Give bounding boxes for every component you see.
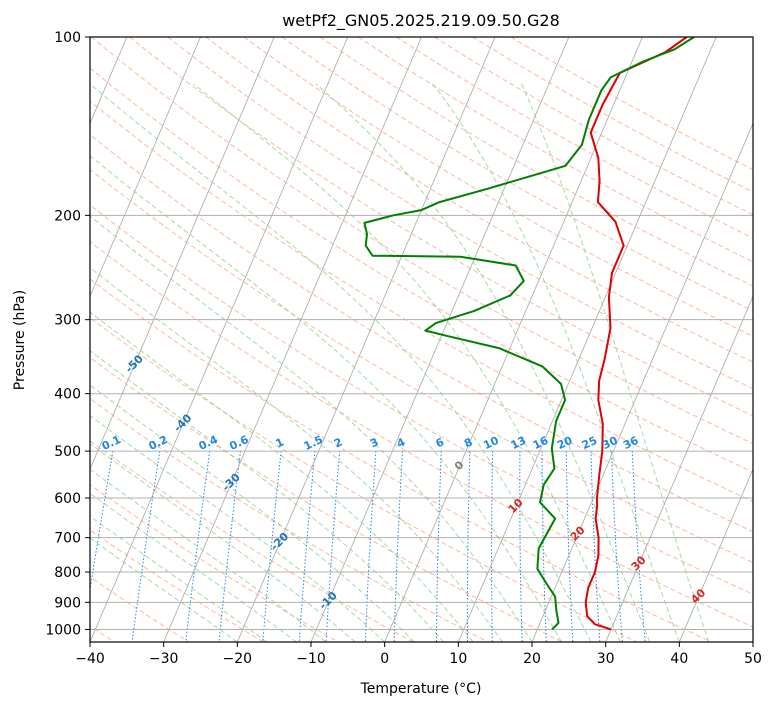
mixing-ratio-line [298,451,316,642]
y-tick-label: 400 [54,387,81,403]
x-tick-label: 50 [744,651,762,667]
isotherm-line [310,37,570,642]
mixing-ratio-line [131,451,161,642]
moist-adiabat-line [90,155,562,642]
y-tick-label: 600 [54,491,81,507]
moist-adiabat-line [193,83,621,642]
mixing-ratio-line [435,451,442,642]
moist-adiabat-line [521,83,710,642]
dry-adiabat-line [90,397,488,642]
x-tick-label: 10 [449,651,467,667]
mixing-ratio-line [590,451,601,642]
moist-adiabats [90,83,710,642]
mixing-ratio-line [262,451,282,642]
dry-adiabat-line [90,356,563,642]
mixing-ratio-line [325,451,341,642]
x-tick-label: −20 [223,651,253,667]
temperature-line [584,37,688,631]
plot-frame [89,36,754,643]
isotherm-line [163,37,422,642]
mixing-ratio-line [611,451,623,642]
isotherm-line [90,37,275,471]
isotherm-line [90,37,201,298]
mixing-ratio-line [466,451,471,642]
isotherm-line [678,467,753,642]
x-tick-label: −30 [149,651,179,667]
dry-adiabat-line [90,100,753,503]
mixing-ratio-label: 30 [600,434,620,452]
dry-adiabat-line [167,37,753,390]
mixing-ratio-label: 36 [621,434,641,452]
isobar-grid [90,37,753,630]
moist-adiabat-line [90,442,356,642]
x-axis-ticks: −40 −30 −20 −10 0 10 20 30 40 50 [75,642,762,667]
dry-adiabat-line [90,529,264,642]
mixing-ratio-label: 20 [555,434,575,452]
skewed-isotherm-grid [90,37,753,642]
isotherm-line [752,640,753,642]
mixing-ratio-line [218,451,241,642]
dry-adiabat-line [205,37,753,363]
isotherm-line [457,37,717,642]
dry-adiabat-line [90,278,712,642]
y-tick-label: 900 [54,595,81,611]
isotherm-line [90,37,349,642]
dry-adiabat-line [90,241,753,628]
moist-adiabat-line [315,83,651,642]
dry-adiabat-line [90,317,638,642]
x-tick-label: 30 [597,651,615,667]
mixing-ratio-line [364,451,377,642]
moist-adiabat-line [90,350,444,642]
moist-adiabat-line [90,384,415,642]
mixing-ratio-line [393,451,403,642]
moist-adiabat-line [90,468,327,642]
moist-adiabat-line [90,215,533,642]
y-tick-label: 700 [54,531,81,547]
dry-adiabat-line [90,204,753,595]
x-tick-label: 0 [380,651,389,667]
isotherm-line [531,122,753,642]
y-tick-label: 300 [54,313,81,329]
mixing-ratio-line [185,451,211,642]
moist-adiabat-line [90,415,386,642]
x-axis-label: Temperature (°C) [360,681,482,697]
dry-adiabat-line [319,37,753,287]
plot-background [90,37,753,642]
y-axis-ticks: 100 200 300 400 500 600 700 800 900 1000 [45,30,90,638]
dry-adiabat-line [90,67,753,473]
moist-adiabat-line [90,83,592,642]
mixing-ratio-label: 16 [531,434,551,452]
mixing-ratio-line [519,451,523,642]
isotherm-line [236,37,496,642]
moist-adiabat-line [90,267,503,642]
y-axis-label: Pressure (hPa) [12,290,28,390]
y-tick-label: 100 [54,30,81,46]
mixing-ratio-label: 10 [481,434,501,452]
y-tick-label: 1000 [45,622,81,638]
y-tick-label: 200 [54,208,81,224]
mixing-ratio-line [565,451,574,642]
y-tick-label: 500 [54,444,81,460]
x-tick-label: −10 [296,651,326,667]
isotherm-line [605,295,753,642]
mixing-ratio-lines [90,451,646,642]
profile-lines [363,37,695,631]
x-tick-label: −40 [75,651,105,667]
mixing-ratio-label: 25 [580,434,599,452]
x-tick-label: 40 [670,651,688,667]
mixing-ratio-label: 13 [509,434,528,452]
dry-adiabat-line [90,37,753,445]
x-tick-label: 20 [523,651,541,667]
y-tick-label: 800 [54,565,81,581]
chart-title: wetPf2_GN05.2025.219.09.50.G28 [282,11,560,31]
dewpoint-line [363,37,695,631]
dry-adiabat-line [243,37,753,337]
moist-adiabat-line [432,83,680,642]
moist-adiabat-line [90,311,474,642]
isotherm-line [384,37,643,642]
